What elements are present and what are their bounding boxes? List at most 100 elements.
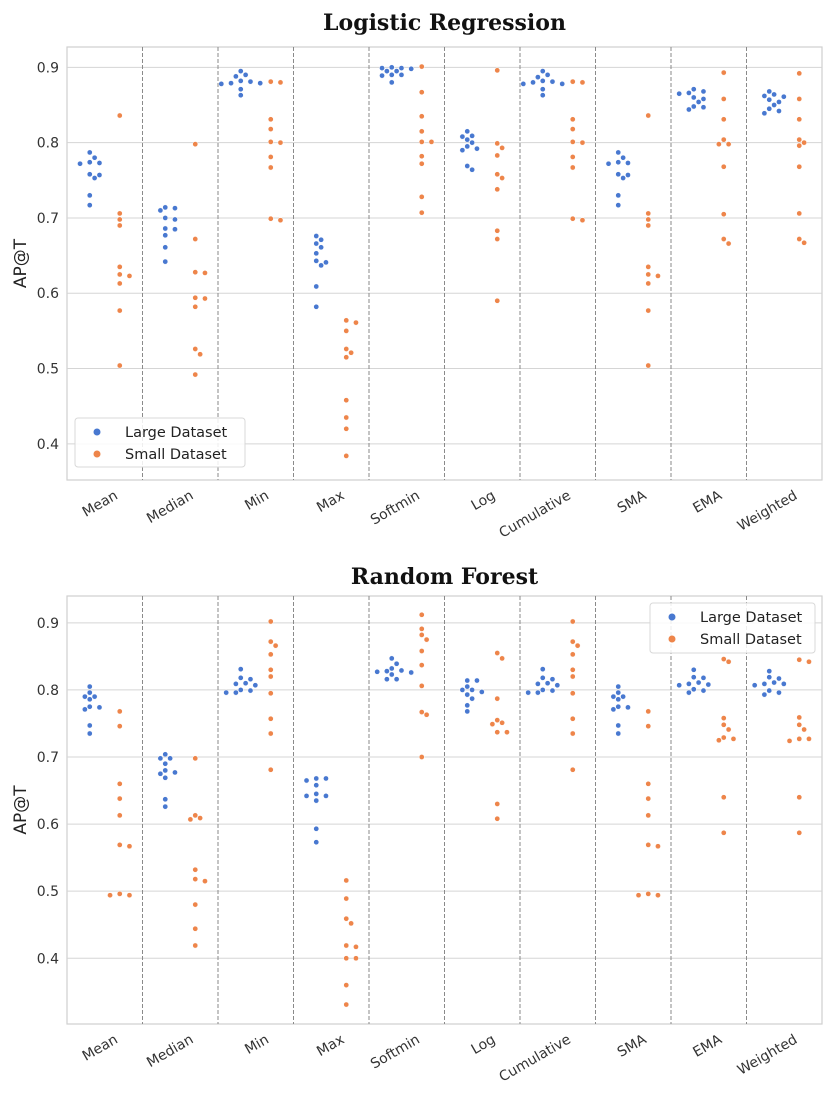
- data-point-small-mean: [116, 795, 123, 802]
- data-point-small-sma: [645, 362, 652, 369]
- data-point-large-median: [162, 225, 169, 232]
- data-point-small-log: [494, 152, 501, 159]
- data-point-large-min: [237, 68, 244, 74]
- data-point-large-softmin: [388, 655, 395, 662]
- data-point-large-mean: [96, 172, 103, 178]
- data-point-small-softmin: [418, 153, 425, 160]
- data-point-small-min: [267, 215, 274, 222]
- y-tick-label: 0.6: [37, 286, 59, 302]
- data-point-small-weighted: [796, 236, 803, 242]
- data-point-small-sma: [645, 210, 652, 217]
- data-point-large-sma: [615, 689, 622, 696]
- data-point-large-max: [313, 250, 320, 257]
- data-point-small-min: [267, 164, 274, 171]
- data-point-small-ema: [720, 236, 727, 242]
- data-point-large-mean: [86, 696, 93, 703]
- data-point-large-mean: [91, 175, 98, 181]
- data-point-large-mean: [86, 202, 93, 208]
- data-point-large-weighted: [761, 110, 768, 117]
- data-point-large-mean: [96, 704, 103, 711]
- data-point-large-mean: [86, 171, 93, 178]
- data-point-large-sma: [615, 192, 622, 199]
- data-point-large-median: [172, 216, 178, 223]
- data-point-large-weighted: [776, 99, 782, 105]
- data-point-large-median: [162, 803, 169, 810]
- data-point-large-weighted: [766, 687, 773, 694]
- data-point-small-cumulative: [569, 638, 576, 645]
- x-tick-label: Softmin: [368, 488, 423, 529]
- data-point-large-ema: [690, 666, 697, 673]
- data-point-small-max: [343, 397, 350, 404]
- data-point-small-ema: [720, 136, 727, 143]
- data-point-small-ema: [725, 141, 732, 147]
- data-point-small-median: [192, 901, 199, 908]
- data-point-large-min: [242, 72, 249, 78]
- data-point-small-softmin: [418, 611, 425, 618]
- data-point-small-log: [494, 729, 501, 736]
- data-point-large-sma: [605, 160, 612, 167]
- data-point-small-ema: [720, 721, 727, 728]
- data-point-large-cumulative: [535, 689, 541, 696]
- data-point-small-weighted: [796, 736, 803, 742]
- data-point-large-cumulative: [539, 78, 546, 84]
- data-point-large-median: [172, 226, 178, 233]
- data-point-large-softmin: [408, 669, 415, 676]
- data-point-small-softmin: [418, 89, 425, 96]
- data-point-small-mean: [126, 273, 133, 279]
- data-point-small-weighted: [796, 116, 803, 123]
- data-point-large-max: [313, 782, 320, 789]
- data-point-small-mean: [116, 210, 123, 217]
- data-point-small-mean: [107, 892, 113, 899]
- data-point-small-log: [504, 729, 510, 736]
- data-point-large-mean: [86, 689, 93, 696]
- x-tick-label: Min: [242, 488, 272, 514]
- data-point-large-max: [313, 258, 320, 264]
- data-point-large-mean: [86, 159, 93, 166]
- data-point-large-sma: [620, 154, 626, 161]
- data-point-small-softmin: [418, 632, 425, 638]
- data-point-small-weighted: [796, 142, 803, 149]
- data-point-small-median: [192, 812, 199, 819]
- data-point-small-median: [192, 942, 199, 949]
- x-tick-label: Min: [242, 1032, 272, 1058]
- data-point-small-sma: [645, 795, 652, 802]
- data-point-small-mean: [116, 891, 123, 897]
- data-point-small-softmin: [418, 63, 425, 70]
- data-point-large-median: [157, 207, 164, 214]
- data-point-large-min: [237, 78, 244, 84]
- data-point-small-sma: [645, 891, 652, 897]
- data-point-large-min: [242, 680, 249, 687]
- data-point-small-weighted: [796, 794, 803, 801]
- data-point-large-max: [318, 236, 324, 243]
- x-tick-label: Softmin: [368, 1032, 423, 1073]
- data-point-large-softmin: [393, 68, 400, 74]
- data-point-large-weighted: [771, 102, 777, 108]
- data-point-small-sma: [645, 216, 652, 223]
- data-point-small-weighted: [796, 163, 803, 170]
- data-point-large-sma: [615, 202, 622, 208]
- data-point-small-max: [343, 425, 350, 432]
- data-point-small-cumulative: [569, 116, 576, 123]
- data-point-large-cumulative: [559, 81, 566, 87]
- data-point-small-median: [202, 270, 208, 276]
- data-point-small-log: [494, 695, 501, 702]
- chart-panel-1: 0.4 0.5 0.6 0.7 0.8 0.9 Random Forest AP@T Mean M…: [11, 564, 823, 1085]
- data-point-large-cumulative: [539, 666, 546, 672]
- data-point-small-ema: [720, 656, 727, 662]
- data-point-large-max: [303, 777, 310, 784]
- data-point-large-mean: [86, 722, 93, 729]
- data-point-small-mean: [116, 112, 123, 119]
- data-point-large-ema: [686, 689, 692, 696]
- data-point-large-median: [162, 774, 169, 781]
- data-point-small-ema: [720, 211, 727, 218]
- data-point-large-log: [478, 689, 485, 695]
- x-tick-label: Weighted: [735, 488, 800, 535]
- data-point-large-ema: [690, 94, 697, 101]
- data-point-large-log: [464, 708, 471, 715]
- data-point-small-cumulative: [574, 642, 581, 649]
- data-point-large-softmin: [384, 68, 390, 74]
- data-point-small-softmin: [418, 128, 425, 135]
- data-point-small-min: [267, 715, 274, 722]
- data-point-large-mean: [82, 706, 88, 713]
- data-point-large-log: [464, 683, 471, 690]
